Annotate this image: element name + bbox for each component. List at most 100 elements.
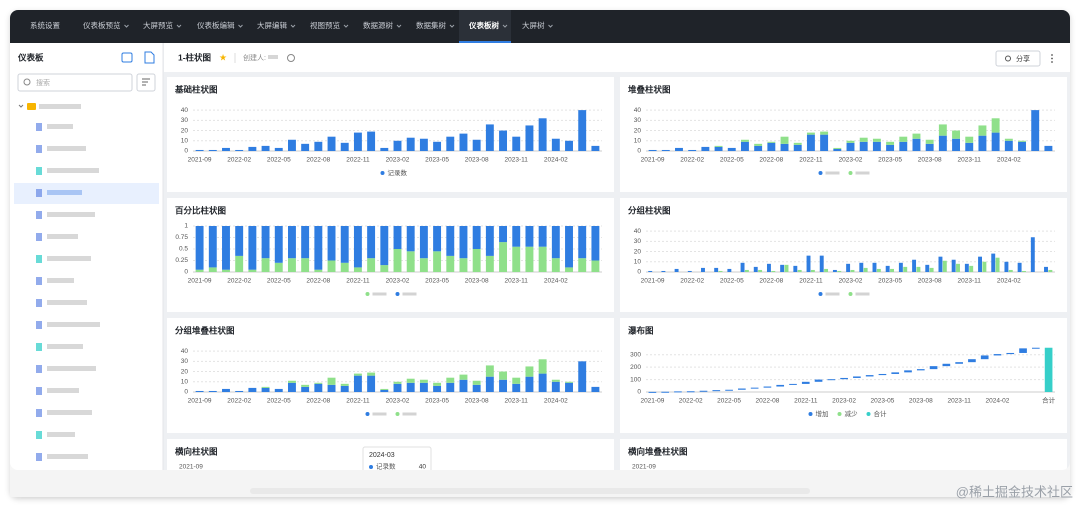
waterfall-step (1031, 347, 1040, 349)
nav-item[interactable]: 系统设置 (30, 20, 60, 30)
x-tick-label: 2023-11 (958, 278, 982, 285)
tree-item-icon[interactable] (36, 343, 42, 351)
tree-item-icon[interactable] (36, 255, 42, 263)
waterfall-step (904, 370, 912, 373)
tree-item-icon[interactable] (36, 123, 42, 131)
y-tick-label: 30 (634, 117, 642, 124)
bar (499, 130, 508, 151)
nav-item[interactable]: 大屏编辑 (257, 20, 287, 30)
nav-caret (343, 24, 349, 28)
waterfall-step (853, 376, 861, 378)
tree-item-icon[interactable] (36, 409, 42, 417)
new-file-icon[interactable] (144, 51, 155, 64)
waterfall-step (738, 388, 746, 390)
share-button[interactable] (995, 50, 1041, 67)
bar-segment (261, 386, 270, 388)
bar-segment (938, 135, 947, 151)
bar-segment (222, 226, 230, 270)
tree-item-icon[interactable] (36, 145, 42, 153)
tree-item-blur[interactable] (47, 212, 95, 217)
tree-item-icon[interactable] (36, 167, 42, 175)
tree-item-blur[interactable] (47, 388, 79, 393)
bar-segment (859, 137, 868, 142)
legend-swatch (365, 292, 370, 296)
nav-item[interactable]: 大屏预览 (143, 20, 173, 30)
tree-item-icon[interactable] (36, 211, 42, 219)
share-label[interactable]: 分享 (1016, 54, 1030, 63)
tree-item-blur[interactable] (47, 344, 83, 349)
tree-item-blur[interactable] (47, 234, 78, 239)
tree-item-icon[interactable] (36, 365, 42, 373)
tree-item-blur[interactable] (47, 168, 99, 173)
y-tick-label: 0 (184, 269, 188, 276)
x-tick-label: 2023-11 (505, 157, 529, 164)
bar-segment (301, 258, 310, 272)
tree-item-blur[interactable] (47, 278, 74, 283)
bar-segment (1044, 145, 1053, 151)
tree-item-blur[interactable] (47, 146, 86, 151)
tree-item-icon[interactable] (36, 387, 42, 395)
nav-item[interactable]: 仪表板编辑 (197, 20, 235, 30)
nav-item[interactable]: 仪表板树 (468, 20, 499, 30)
tree-item-icon[interactable] (36, 321, 42, 329)
favorite-star[interactable]: ★ (219, 52, 227, 62)
x-tick-label: 2023-11 (505, 398, 529, 405)
x-tick-label: 2021-09 (641, 278, 665, 285)
bar-segment (648, 149, 657, 151)
tree-item-blur[interactable] (47, 300, 87, 305)
x-tick-label: 2023-08 (909, 398, 933, 405)
bar-segment (485, 376, 494, 392)
tree-item-icon[interactable] (36, 277, 42, 285)
info-icon[interactable] (287, 54, 295, 62)
tree-item-blur[interactable] (47, 322, 100, 327)
waterfall-step (955, 362, 963, 364)
bar-segment (754, 145, 763, 151)
nav-caret (290, 24, 296, 28)
waterfall-total (1044, 347, 1053, 392)
nav-item[interactable]: 数据源树 (363, 20, 393, 30)
more-button[interactable] (1051, 54, 1053, 63)
waterfall-step (814, 379, 823, 382)
tree-item-blur[interactable] (47, 256, 91, 261)
tooltip-swatch (369, 465, 373, 469)
y-tick-label: 20 (634, 127, 642, 134)
tree-item-blur[interactable] (47, 190, 82, 195)
tree-item-blur[interactable] (47, 410, 92, 415)
x-tick-label: 2023-11 (505, 278, 529, 285)
bar-segment (485, 226, 494, 256)
x-tick-label: 2023-05 (871, 398, 895, 405)
nav-item[interactable]: 数据集树 (416, 20, 446, 30)
legend-label-blurred (372, 292, 387, 296)
bar-segment (340, 262, 349, 272)
nav-item[interactable]: 大屏树 (522, 20, 545, 30)
x-tick-label: 2023-02 (839, 157, 863, 164)
bar (235, 149, 244, 151)
sidebar-title: 仪表板 (17, 52, 44, 62)
x-tick-label: 2024-02 (997, 157, 1021, 164)
bar (1022, 270, 1026, 272)
tree-item-blur[interactable] (47, 124, 73, 129)
tree-item-icon[interactable] (36, 453, 42, 461)
legend-swatch (818, 292, 823, 296)
x-tick-label: 2021-09 (188, 157, 212, 164)
bar (459, 133, 468, 151)
bar-segment (393, 381, 402, 384)
tree-item-blur[interactable] (47, 366, 96, 371)
search-box[interactable] (17, 73, 133, 92)
tree-item-icon[interactable] (36, 233, 42, 241)
tree-item-icon[interactable] (36, 299, 42, 307)
legend-label-blurred (855, 292, 870, 296)
tree-item-blur[interactable] (47, 432, 75, 437)
nav-item[interactable]: 视图预览 (310, 20, 340, 30)
tree-item-blur[interactable] (47, 454, 88, 459)
nav-item[interactable]: 仪表板预览 (83, 20, 121, 30)
waterfall-step (699, 390, 708, 392)
bar-segment (235, 255, 244, 272)
y-tick-label: 0 (637, 389, 641, 396)
x-tick-label: 2021-09 (188, 398, 212, 405)
waterfall-step (1019, 348, 1027, 353)
tree-item-icon[interactable] (36, 431, 42, 439)
bar (806, 255, 811, 272)
tree-item-icon[interactable] (36, 189, 42, 197)
new-folder-icon[interactable] (121, 52, 133, 63)
